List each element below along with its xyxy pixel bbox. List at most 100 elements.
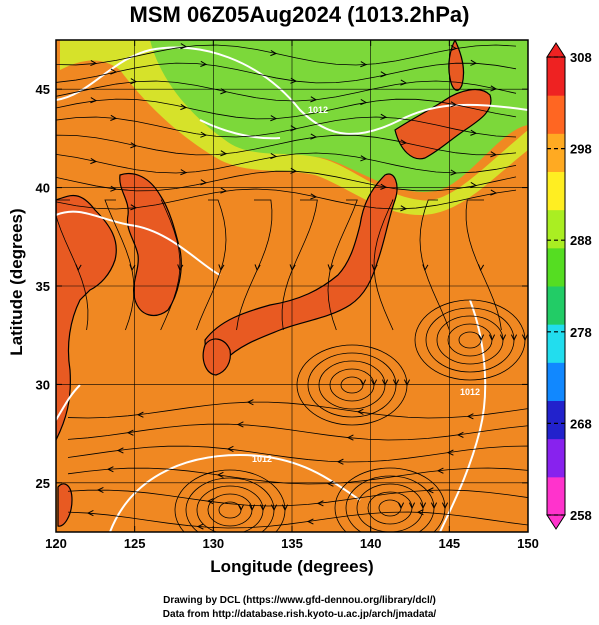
streamline-arrow [180,104,188,111]
streamline-arrow [416,509,424,516]
streamline [373,199,394,331]
streamline-arrow [380,113,388,120]
streamline-arrow [270,115,278,122]
streamline-arrow [216,471,224,478]
streamline-arrow [360,61,368,68]
streamline-arrow [180,169,188,176]
streamline-arrow [510,334,518,342]
streamline-arrow [380,183,388,190]
streamline-arrow [310,193,318,200]
china-coast-land [56,195,117,441]
streamline-arrow [477,334,485,342]
colorbar-tick-label: 258 [570,508,592,523]
streamline-arrow [336,458,344,465]
streamline-arrow [360,155,368,162]
streamline-arrow [450,44,458,52]
y-tick-label: 25 [36,476,50,491]
streamline-arrow [110,68,118,75]
streamline-arrow [220,88,228,95]
colorbar-tick-label: 298 [570,142,592,157]
streamline [67,445,528,463]
streamline-arrow [110,185,118,192]
streamline-arrow [90,97,98,104]
streamline-arrow [246,399,254,406]
streamline-arrow [450,169,458,176]
credit-data: Data from http://database.rish.kyoto-u.a… [162,609,437,620]
streamline-arrow [326,480,334,487]
streamline-arrow [206,498,214,505]
streamline [67,489,528,507]
streamline-arrow [316,500,324,507]
x-tick-label: 135 [281,536,303,551]
streamline-arrow [90,59,98,67]
streamline-arrow [381,379,389,387]
streamline [160,199,181,331]
streamline-arrow [477,264,485,272]
streamline-arrow [200,60,208,67]
streamline [67,423,528,441]
y-axis-label: Latitude (degrees) [7,208,26,356]
streamline-arrow [370,379,378,387]
colorbar-segment [547,286,565,325]
colorbar-segment [547,209,565,249]
streamline-arrow [490,189,498,196]
colorbar-segment [547,400,565,440]
streamline [67,467,528,485]
y-tick-label: 40 [36,181,50,196]
streamline-arrow [116,447,124,454]
streamline-arrow [130,78,138,85]
colorbar-tick-label: 288 [570,233,592,248]
colorbar-segment [547,57,565,96]
streamline-arrow [86,510,94,517]
colorbar-tick-label: 308 [570,50,592,65]
streamline-arrow [254,264,261,272]
isobar-line [56,210,221,276]
streamline-arrow [90,158,98,165]
streamline-arrow [200,131,208,138]
x-tick-label: 140 [360,536,382,551]
chart-title: MSM 06Z05Aug2024 (1013.2hPa) [129,2,470,27]
streamline-arrow [270,152,278,160]
streamline-arrow [327,264,334,272]
taiwan-land [57,483,73,527]
streamline-arrow [419,502,427,510]
streamline-arrow [359,379,367,387]
streamline-arrow [136,411,144,418]
contour-label: 1012 [308,105,328,115]
streamline-arrow [126,429,134,436]
streamline-arrow [408,502,416,510]
x-tick-label: 150 [517,536,539,551]
streamline-arrow [426,487,434,494]
streamline [56,80,517,102]
streamline-arrow [248,504,256,512]
axis-ticks [55,40,529,532]
streamline [327,199,358,331]
land-masses [56,40,492,527]
streamline-arrow [356,408,364,415]
isobar-contours [56,46,528,532]
streamline-arrow [430,502,438,510]
credit-drawing: Drawing by DCL (https://www.gfd-dennou.o… [163,595,436,606]
streamline-arrow [270,504,278,512]
wind-streamlines [56,43,528,532]
streamline-arrow [226,445,234,453]
colorbar [546,42,566,530]
streamline-arrow [466,413,474,420]
isobar-line [56,384,81,421]
colorbar-segment [547,133,565,172]
streamline-arrow [371,264,378,272]
colorbar-tick-label: 278 [570,325,592,340]
streamline [56,188,517,210]
streamline-arrow [499,334,507,342]
japan-kyushu [202,338,231,376]
y-tick-labels: 25 30 35 40 45 [36,82,50,491]
streamline-arrow [129,264,136,272]
contour-labels: 1012 1012 1012 [252,105,480,464]
streamline-arrow [397,502,405,510]
streamline-arrow [196,523,204,530]
streamline-arrow [441,502,449,510]
korea-peninsula [119,173,182,317]
streamline-arrow [422,264,429,272]
colorbar-segment [547,476,565,516]
